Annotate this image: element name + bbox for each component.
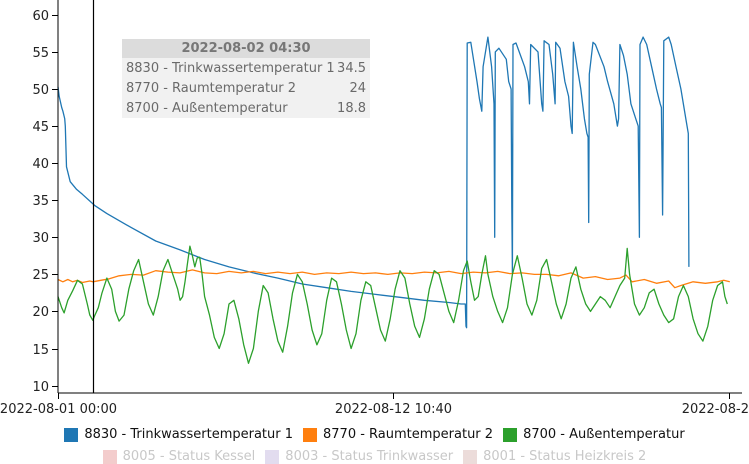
tooltip-title: 2022-08-02 04:30 <box>122 39 370 58</box>
x-tick-label: 2022-08-12 10:40 <box>335 402 452 417</box>
tooltip-row-value: 24 <box>349 81 366 96</box>
chart: 10 15 20 25 30 35 40 45 50 55 60 2022-08-01 00:00 20… <box>0 0 749 417</box>
tooltip-row: 8830 - Trinkwassertemperatur 1 34.5 <box>122 58 370 78</box>
legend-item-raumtemperatur[interactable]: 8770 - Raumtemperatur 2 <box>303 427 493 442</box>
tooltip-row-value: 18.8 <box>337 101 366 116</box>
legend-item-status-heizkreis[interactable]: 8001 - Status Heizkreis 2 <box>463 449 646 464</box>
legend-label: 8001 - Status Heizkreis 2 <box>483 449 647 464</box>
legend-swatch <box>265 449 280 464</box>
legend-label: 8830 - Trinkwassertemperatur 1 <box>84 427 293 442</box>
y-tick-label: 40 <box>32 157 49 172</box>
y-tick-label: 30 <box>32 231 49 246</box>
legend-swatch <box>102 449 117 464</box>
legend-active: 8830 - Trinkwassertemperatur 1 8770 - Ra… <box>0 427 749 442</box>
legend-item-status-kessel[interactable]: 8005 - Status Kessel <box>102 449 256 464</box>
y-tick-label: 60 <box>32 9 49 24</box>
legend-label: 8770 - Raumtemperatur 2 <box>323 427 494 442</box>
hover-tooltip: 2022-08-02 04:30 8830 - Trinkwassertempe… <box>122 39 370 118</box>
legend-label: 8005 - Status Kessel <box>122 449 256 464</box>
y-tick-label: 45 <box>32 120 49 135</box>
tooltip-row-label: 8770 - Raumtemperatur 2 <box>126 81 297 96</box>
series-line-3 <box>57 245 728 364</box>
series-line-2 <box>57 269 730 289</box>
legend-swatch <box>303 427 317 442</box>
axes-layer: 10 15 20 25 30 35 40 45 50 55 60 2022-08-01 00:00 20… <box>0 0 749 417</box>
legend-swatch <box>463 449 478 464</box>
tooltip-row-label: 8830 - Trinkwassertemperatur 1 <box>126 61 335 76</box>
tooltip-row-label: 8700 - Außentemperatur <box>126 101 288 116</box>
legend-swatch <box>503 427 518 442</box>
legend-item-status-trinkwasser[interactable]: 8003 - Status Trinkwasser <box>265 449 453 464</box>
legend-label: 8700 - Außentemperatur <box>523 427 685 442</box>
x-tick-label: 2022-08-01 00:00 <box>0 402 117 417</box>
series-layer <box>57 36 730 364</box>
legend-swatch <box>64 427 79 442</box>
y-tick-label: 50 <box>32 83 49 98</box>
legend-item-trinkwasser[interactable]: 8830 - Trinkwassertemperatur 1 <box>64 427 293 442</box>
y-tick-label: 35 <box>32 194 49 209</box>
x-tick-label: 2022-08-2 <box>682 402 749 417</box>
legend-hidden: 8005 - Status Kessel 8003 - Status Trink… <box>0 449 749 464</box>
y-tick-label: 10 <box>32 380 49 395</box>
y-tick-label: 15 <box>32 343 49 358</box>
y-tick-label: 20 <box>32 305 49 320</box>
tooltip-row-value: 34.5 <box>337 61 366 76</box>
legend-label: 8003 - Status Trinkwasser <box>285 449 454 464</box>
y-tick-label: 25 <box>32 268 49 283</box>
series-line-1 <box>57 36 690 329</box>
legend-item-aussentemperatur[interactable]: 8700 - Außentemperatur <box>503 427 685 442</box>
tooltip-row: 8700 - Außentemperatur 18.8 <box>122 98 370 118</box>
tooltip-row: 8770 - Raumtemperatur 2 24 <box>122 78 370 98</box>
y-tick-label: 55 <box>32 46 49 61</box>
